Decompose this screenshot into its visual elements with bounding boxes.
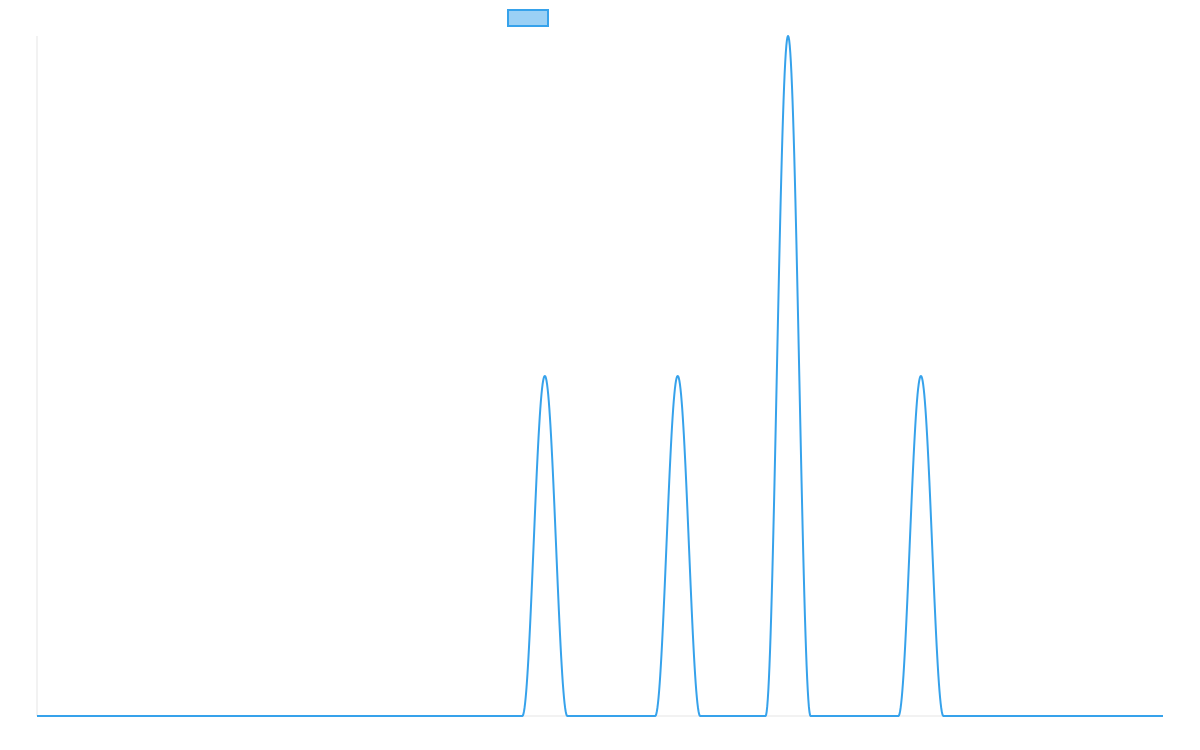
legend-swatch[interactable] <box>507 9 549 27</box>
series-layer <box>36 35 1164 717</box>
legend[interactable] <box>507 9 549 27</box>
series-line <box>36 35 1164 717</box>
axes <box>36 36 1163 717</box>
